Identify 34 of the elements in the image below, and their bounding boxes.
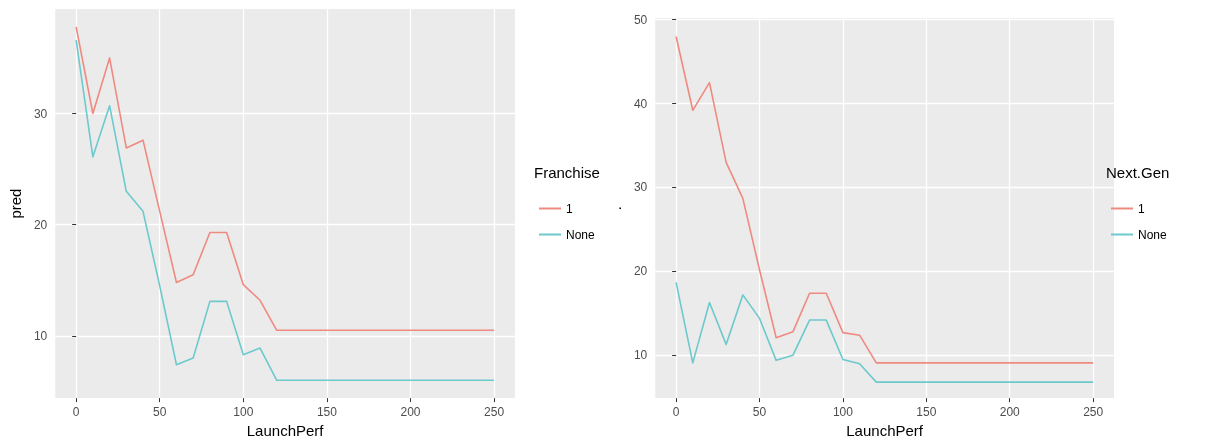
x-tick-label: 250 <box>1083 405 1104 420</box>
x-tick-label: 200 <box>400 405 421 420</box>
x-tick-label: 100 <box>233 405 254 420</box>
line-series <box>75 25 495 332</box>
y-tick-label: 10 <box>633 348 648 363</box>
x-tick-label: 150 <box>916 405 937 420</box>
y-tick-label: 20 <box>633 264 648 279</box>
x-axis-title: LaunchPerf <box>846 422 924 439</box>
x-tick-label: 50 <box>752 405 767 420</box>
x-tick-label: 150 <box>316 405 338 420</box>
legend-label: 1 <box>566 201 573 216</box>
y-tick-label: 10 <box>33 328 48 343</box>
y-tick-label: 20 <box>33 217 48 232</box>
y-axis-title: pred <box>7 188 24 219</box>
line-series <box>675 281 1094 383</box>
x-axis-title: LaunchPerf <box>246 422 325 439</box>
line-series <box>675 35 1094 364</box>
y-tick-label: 30 <box>633 180 648 195</box>
legend-label: None <box>1138 227 1168 242</box>
x-tick-label: 250 <box>484 405 505 420</box>
legend-label: None <box>566 227 596 242</box>
x-tick-label: 200 <box>999 405 1021 420</box>
x-tick-label: 0 <box>672 405 680 420</box>
legend-title: Franchise <box>534 164 600 181</box>
legend-title: Next.Gen <box>1106 164 1170 181</box>
x-tick-label: 0 <box>72 405 80 420</box>
x-tick-label: 50 <box>153 405 167 420</box>
y-tick-label: 40 <box>633 96 648 111</box>
y-axis-title: . <box>607 205 624 211</box>
y-tick-label: 30 <box>33 106 48 121</box>
line-series <box>75 39 495 382</box>
y-tick-label: 50 <box>633 12 648 27</box>
legend-label: 1 <box>1138 201 1145 216</box>
x-tick-label: 100 <box>832 405 854 420</box>
